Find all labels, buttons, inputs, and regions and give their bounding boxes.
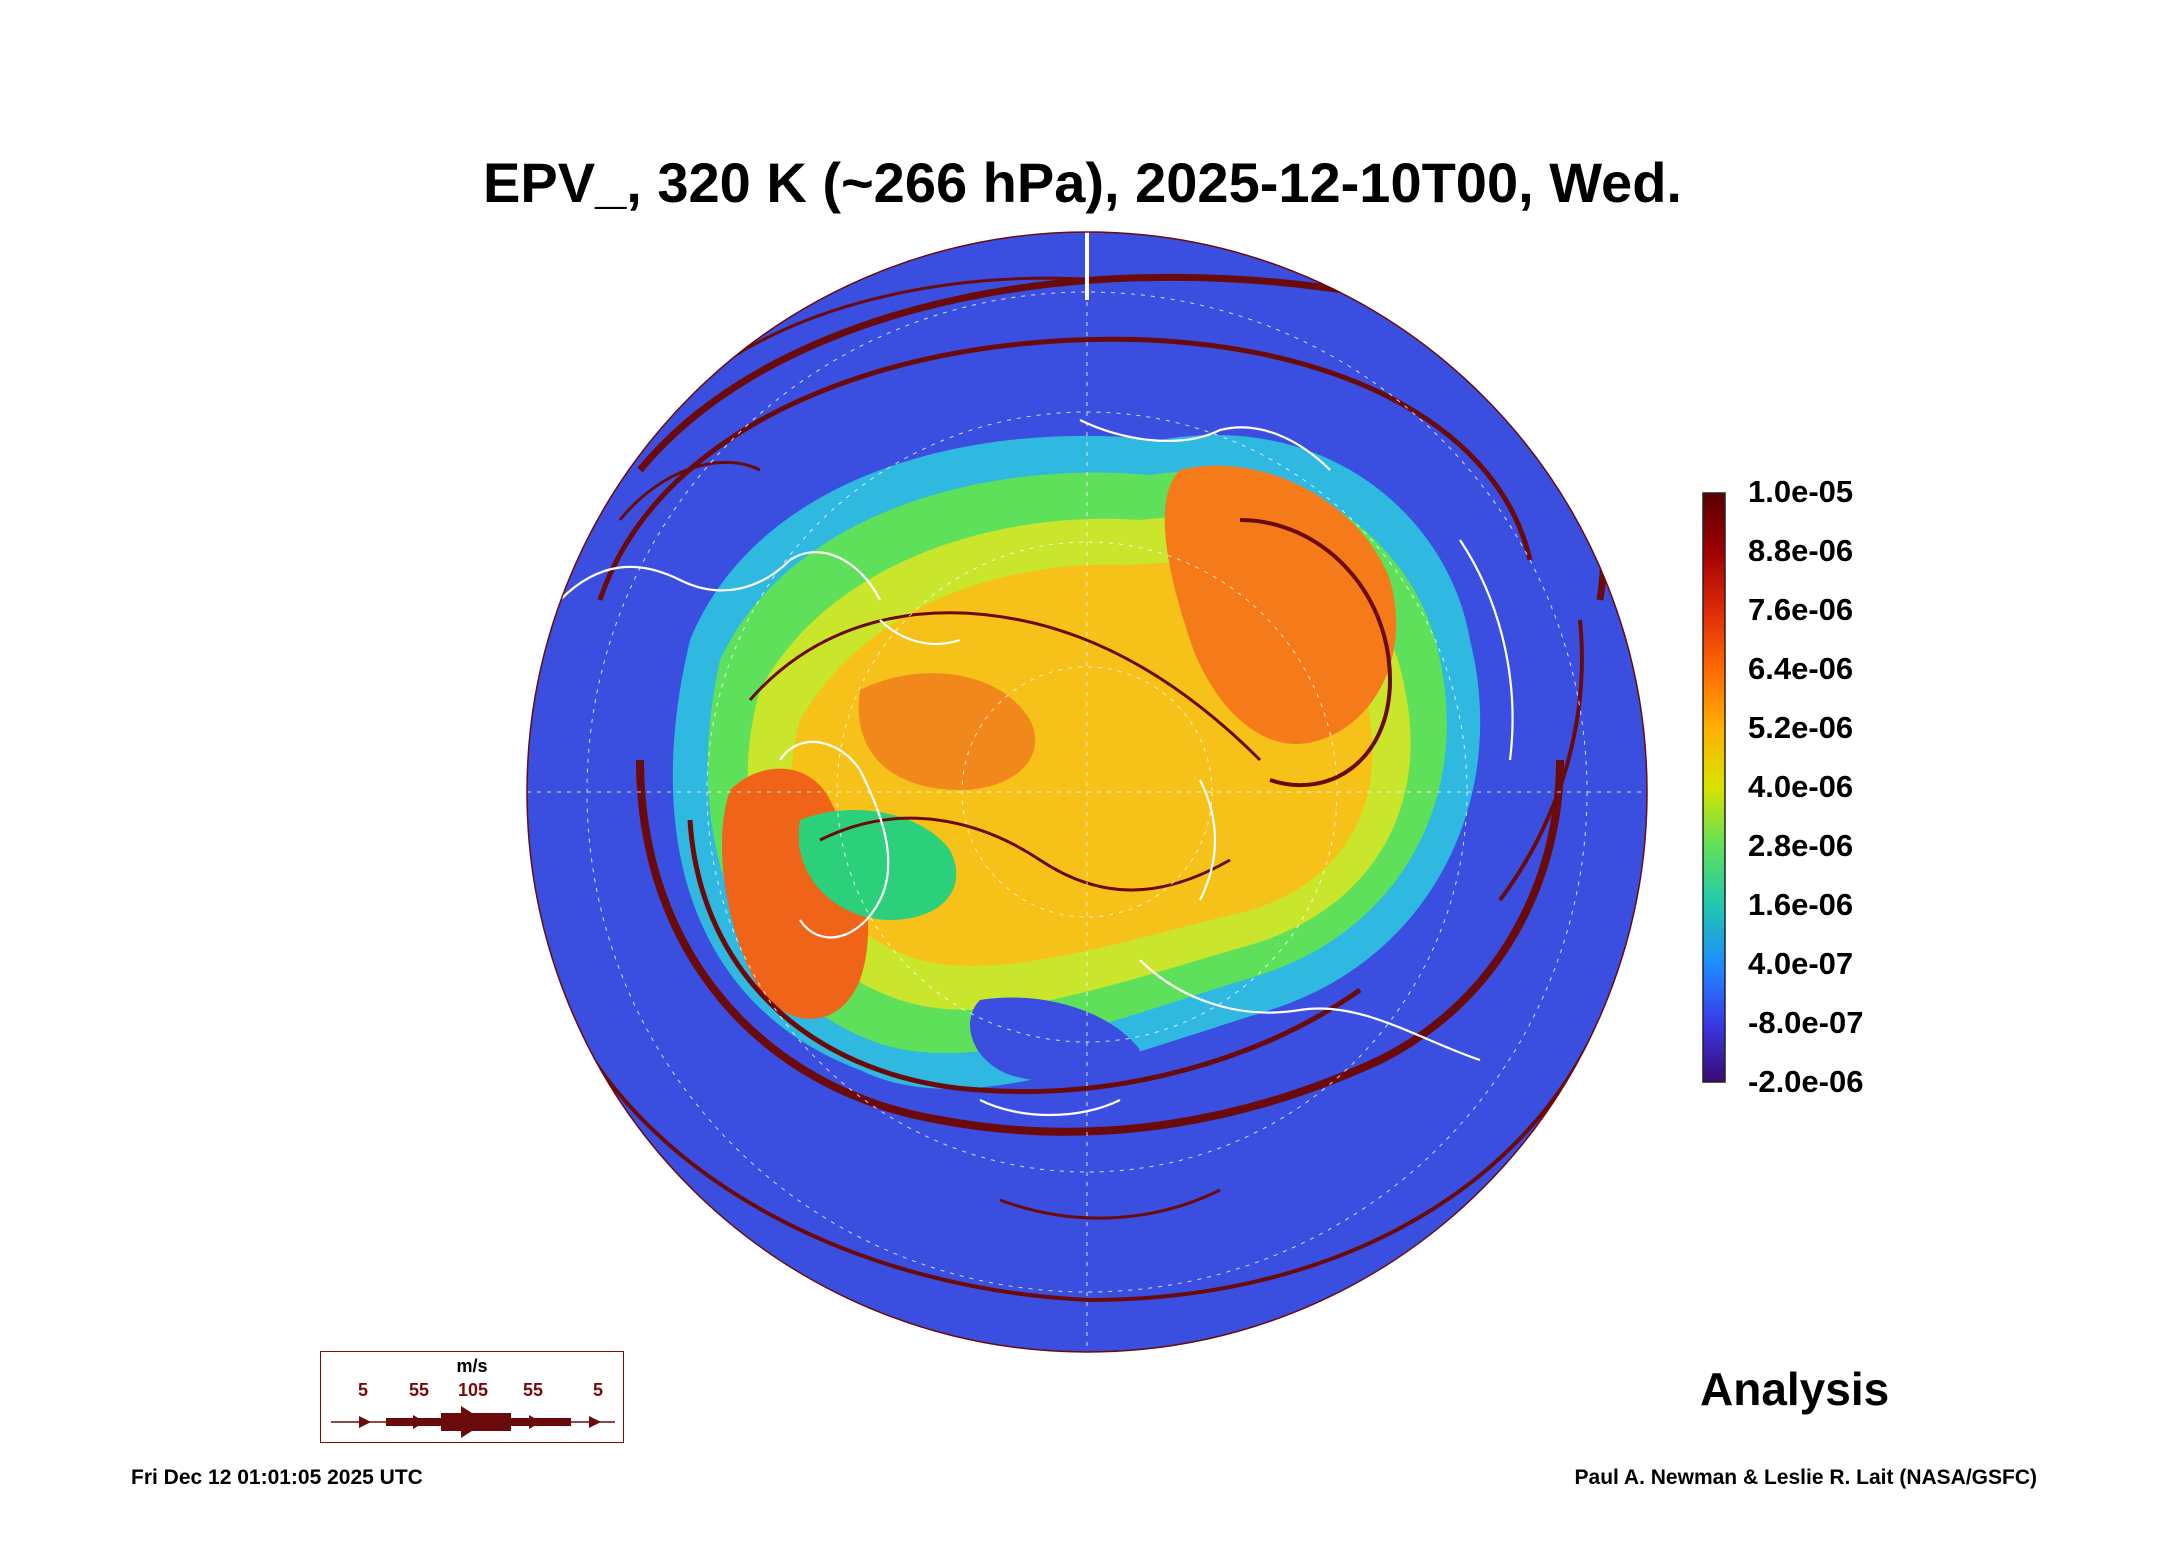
timestamp: Fri Dec 12 01:01:05 2025 UTC	[131, 1466, 423, 1489]
coastlines	[559, 419, 1514, 1117]
wind-legend-value: 5	[357, 1380, 369, 1400]
credit: Paul A. Newman & Leslie R. Lait (NASA/GS…	[1574, 1466, 2037, 1489]
streamlines	[558, 273, 1608, 1303]
colorbar-label: 4.0e-07	[1748, 946, 1854, 981]
colorbar-label: 4.0e-06	[1748, 769, 1854, 804]
graticule	[527, 232, 1647, 1352]
wind-legend-value: 55	[408, 1380, 430, 1400]
colorbar-label: 6.4e-06	[1748, 651, 1854, 686]
colorbar-label: 8.8e-06	[1748, 533, 1854, 568]
colorbar-label: 7.6e-06	[1748, 592, 1854, 627]
wind-legend-value: 105	[457, 1380, 489, 1400]
wind-legend-value: 5	[592, 1380, 604, 1400]
wind-speed-legend: m/s 5 55 105 55 5	[320, 1351, 624, 1443]
colorbar-label: 2.8e-06	[1748, 828, 1854, 863]
colorbar-label: -8.0e-07	[1748, 1005, 1864, 1040]
wind-legend-arrow	[331, 1406, 615, 1438]
colorbar	[1702, 492, 1726, 1083]
colorbar-label: 1.6e-06	[1748, 887, 1854, 922]
wind-legend-unit: m/s	[456, 1356, 488, 1376]
colorbar-label: 1.0e-05	[1748, 474, 1854, 509]
colorbar-label: 5.2e-06	[1748, 710, 1854, 745]
globe-outline	[526, 231, 1648, 1353]
analysis-label: Analysis	[1700, 1363, 1890, 1415]
wind-legend-value: 55	[522, 1380, 544, 1400]
plot-title: EPV_, 320 K (~266 hPa), 2025-12-10T00, W…	[483, 151, 1682, 214]
colorbar-label: -2.0e-06	[1748, 1064, 1864, 1099]
